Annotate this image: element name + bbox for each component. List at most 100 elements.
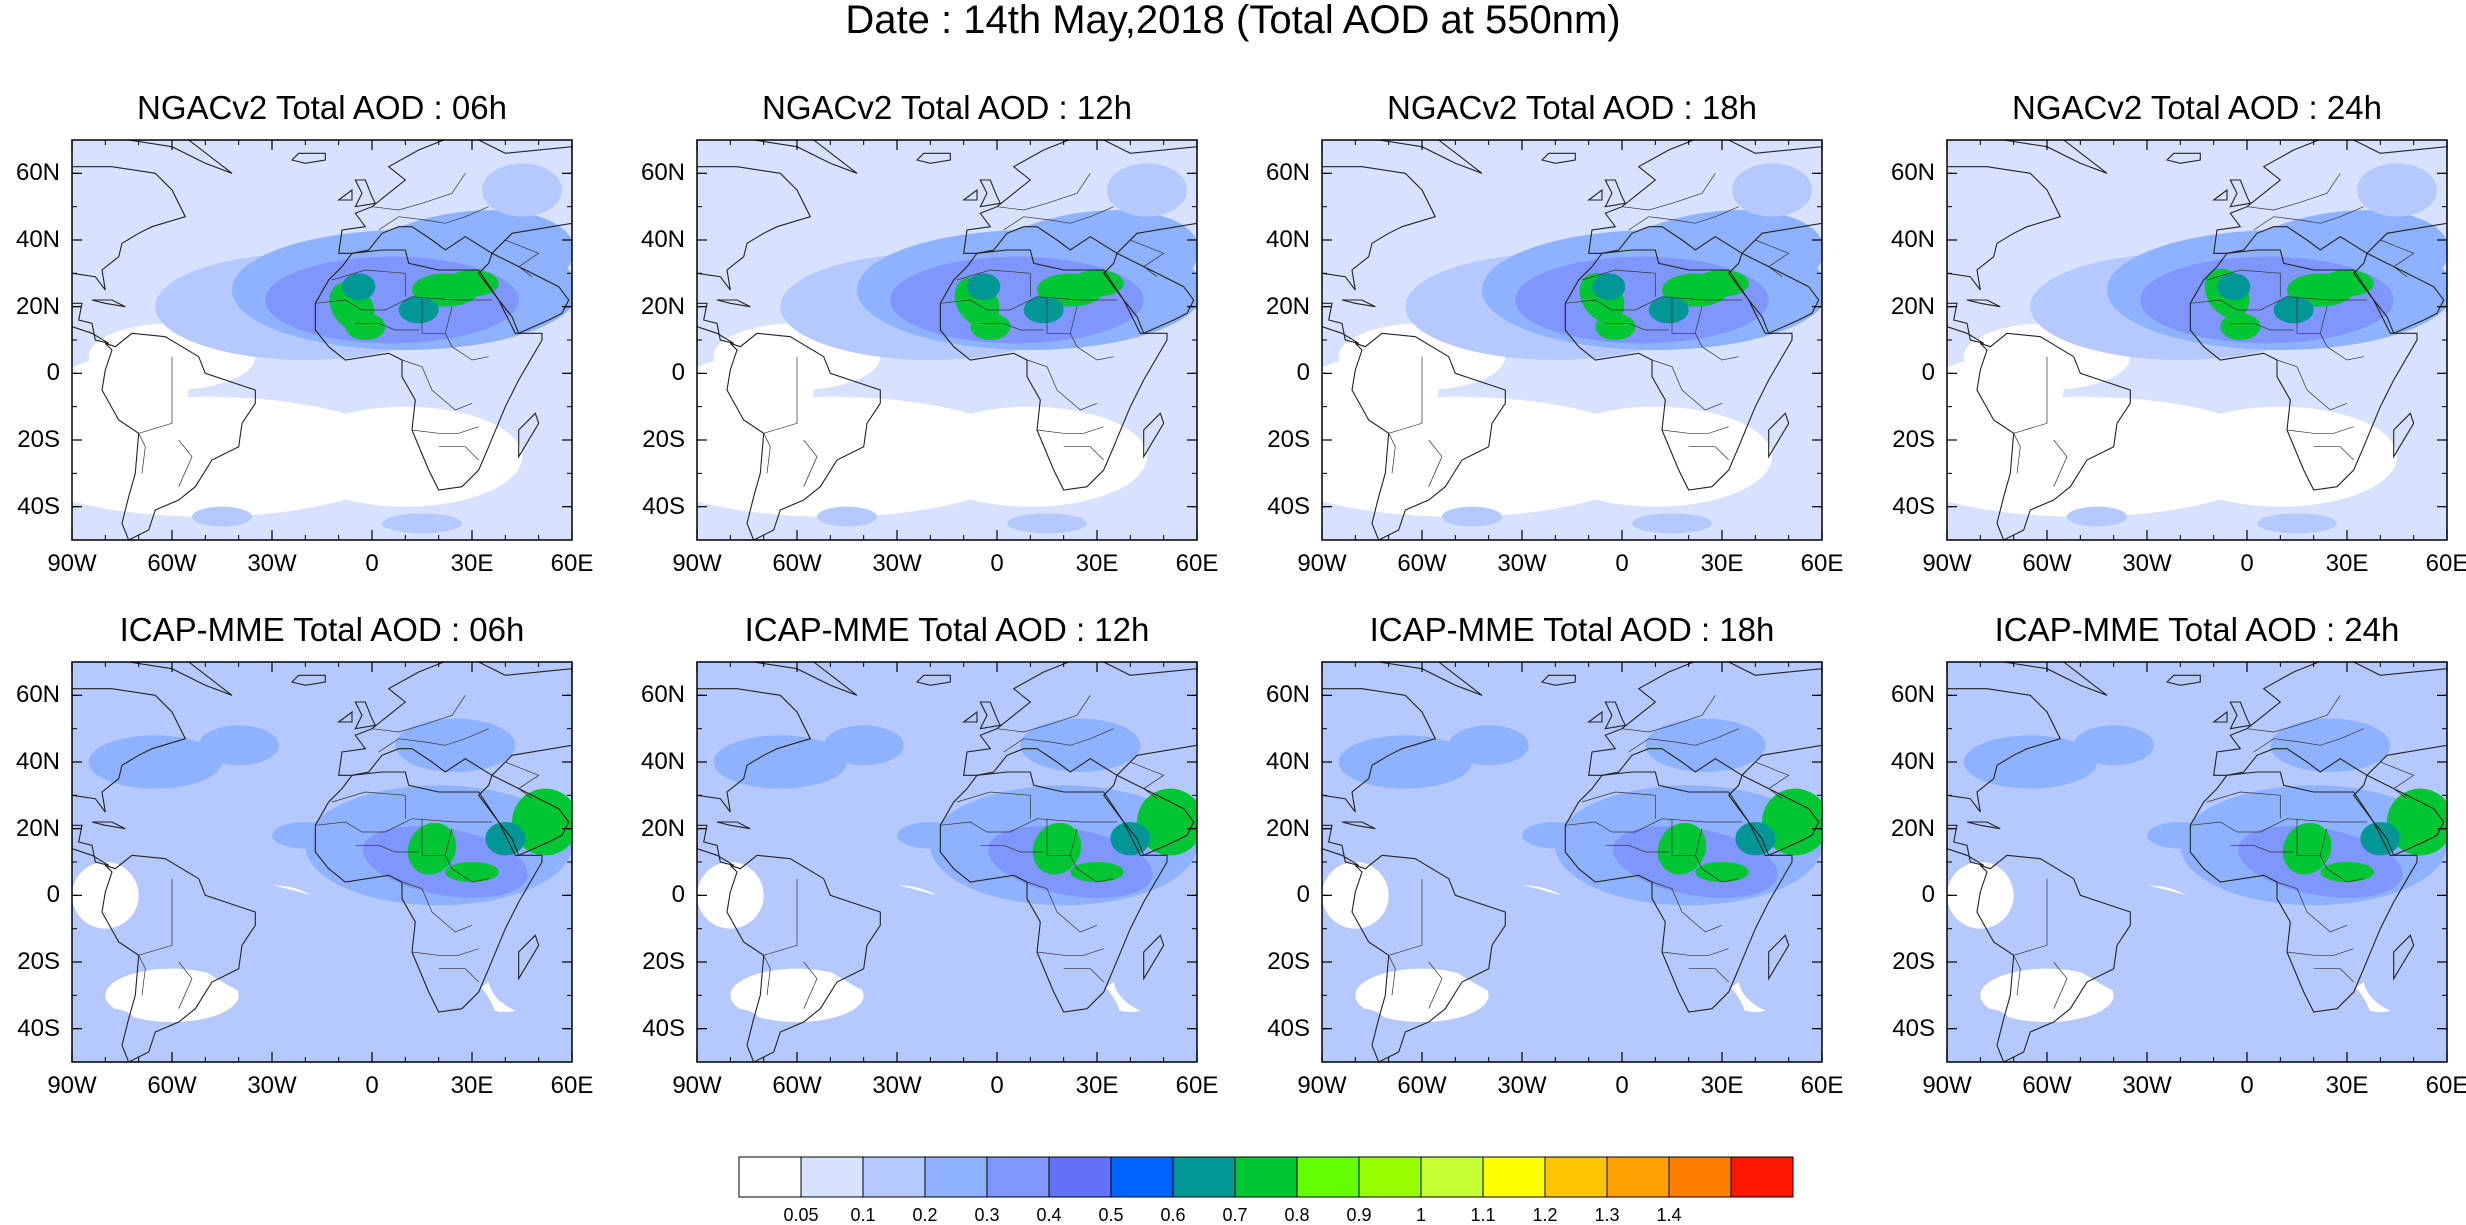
aod-plume (1735, 822, 1776, 856)
lat-label: 60N (1265, 681, 1310, 709)
colorbar-label: 0.6 (1160, 1205, 1186, 1225)
country-border (138, 356, 173, 434)
lon-label: 30W (2122, 1072, 2172, 1099)
country-border (2053, 439, 2068, 487)
lon-label: 60W (1397, 1072, 1447, 1099)
map-panel: ICAP-MME Total AOD : 12h 60N 40N 20N 0 20S 40S… (641, 612, 1218, 1098)
aod-plume (445, 862, 499, 882)
coastline (1143, 412, 1165, 459)
lat-label: 20N (15, 814, 60, 842)
country-border (1605, 844, 1669, 853)
aod-plume (2360, 822, 2401, 856)
aod-plume (1645, 718, 1766, 772)
country-border (2380, 761, 2415, 799)
lat-label: 0 (1921, 359, 1935, 387)
aod-plume (1695, 862, 1749, 882)
lon-label: 60E (2425, 550, 2466, 577)
colorbar-label: 1.3 (1594, 1205, 1620, 1225)
coastline (753, 140, 858, 174)
lat-label: 40N (640, 748, 685, 775)
coastline (91, 821, 126, 830)
country-border (444, 333, 489, 361)
aod-low-region (697, 862, 764, 929)
country-border (1661, 948, 1729, 956)
lat-label: 20N (15, 292, 60, 320)
coastline (1540, 674, 1576, 686)
aod-plume (2067, 506, 2127, 527)
lon-label: 60E (1800, 1072, 1844, 1099)
panel-title: ICAP-MME Total AOD : 18h (1369, 611, 1775, 648)
aod-map (1946, 139, 2448, 541)
coastline (1947, 688, 2062, 813)
aod-plume (1113, 938, 1197, 1019)
aod-plume (2273, 296, 2314, 324)
aod-map (696, 661, 1198, 1063)
country-border (2230, 844, 2294, 853)
country-border (1388, 955, 1396, 996)
country-border (315, 818, 492, 833)
colorbar-label: 0.8 (1284, 1205, 1310, 1225)
country-border (1046, 818, 1078, 856)
aod-plume (445, 270, 499, 297)
coastline (518, 934, 540, 981)
map-panel: ICAP-MME Total AOD : 18h 60N 40N 20N 0 20S 40S… (1266, 612, 1843, 1098)
lon-label: 90W (1922, 550, 1972, 577)
country-border (2013, 433, 2021, 474)
country-border (421, 296, 453, 334)
country-border (2246, 173, 2341, 211)
aod-low-region (1538, 406, 1772, 507)
coastline (962, 188, 978, 201)
aod-plume (1007, 513, 1087, 534)
lat-label: 40N (1265, 226, 1310, 253)
country-border (803, 961, 818, 1009)
aod-plume (1020, 718, 1141, 772)
lon-label: 60W (147, 1072, 197, 1099)
aod-low-region (2163, 406, 2397, 507)
country-border (1688, 968, 1729, 983)
coastline (72, 302, 109, 344)
aod-low-region (105, 968, 239, 1022)
country-border (1565, 818, 1742, 833)
country-border (1036, 426, 1104, 434)
country-border (1621, 695, 1716, 733)
country-border (763, 356, 798, 434)
country-border (138, 955, 146, 996)
country-border (1388, 356, 1423, 434)
aod-plume (85, 1008, 139, 1049)
country-border (1694, 333, 1739, 361)
lat-label: 60N (640, 681, 685, 709)
country-border (331, 791, 406, 819)
aod-plume (1032, 822, 1082, 875)
country-border (371, 173, 466, 211)
aod-plume (2387, 788, 2447, 856)
coastline (1351, 854, 1506, 1062)
map-panel: NGACv2 Total AOD : 06h 60N 40N 20N 0 20S 40S 90… (16, 90, 593, 576)
country-border (1565, 296, 1742, 311)
colorbar-box (1420, 1156, 1484, 1198)
lon-label: 30W (872, 1072, 922, 1099)
lon-label: 60E (1175, 550, 1219, 577)
colorbar-box (1048, 1156, 1112, 1198)
lat-label: 20N (640, 292, 685, 320)
aod-plume (485, 822, 526, 856)
coastline (1378, 140, 1483, 174)
coastline (1976, 854, 2131, 1062)
lon-label: 60E (550, 550, 594, 577)
country-border (2206, 791, 2281, 819)
colorbar-label: 0.3 (974, 1205, 1000, 1225)
lon-label: 0 (2240, 1072, 2254, 1099)
coastline (72, 166, 187, 291)
panel-title: NGACv2 Total AOD : 18h (1387, 89, 1757, 126)
aod-low-region (1322, 862, 1389, 929)
lon-label: 0 (990, 1072, 1004, 1099)
lon-label: 60W (772, 550, 822, 577)
aod-low-region (913, 406, 1147, 507)
lat-label: 60N (1890, 159, 1935, 187)
coastline (1351, 332, 1506, 540)
coastline (1322, 688, 1437, 813)
country-border (138, 878, 173, 956)
lat-label: 40S (1892, 492, 1935, 520)
coastline (1947, 166, 2062, 291)
aod-plume (1448, 725, 1529, 766)
lon-label: 0 (1615, 550, 1629, 577)
